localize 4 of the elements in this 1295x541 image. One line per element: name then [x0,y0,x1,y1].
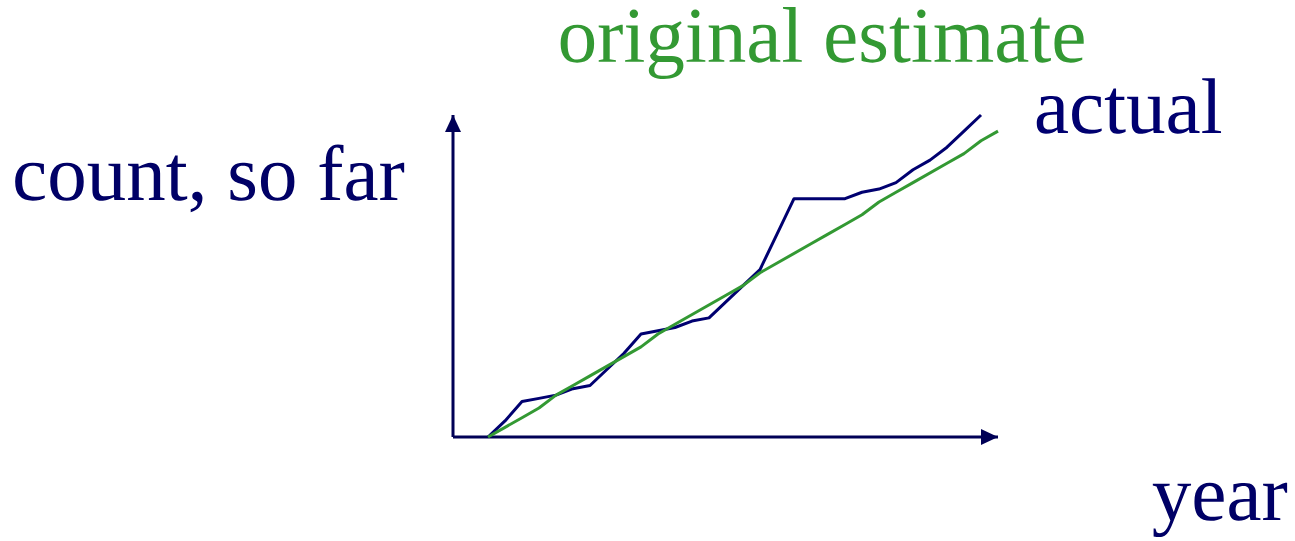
y-axis-title: count, so far [15,144,405,213]
x-axis-title: year [1152,482,1288,538]
series-label: original estimate [560,7,1084,79]
series-label: actual [1036,78,1222,134]
